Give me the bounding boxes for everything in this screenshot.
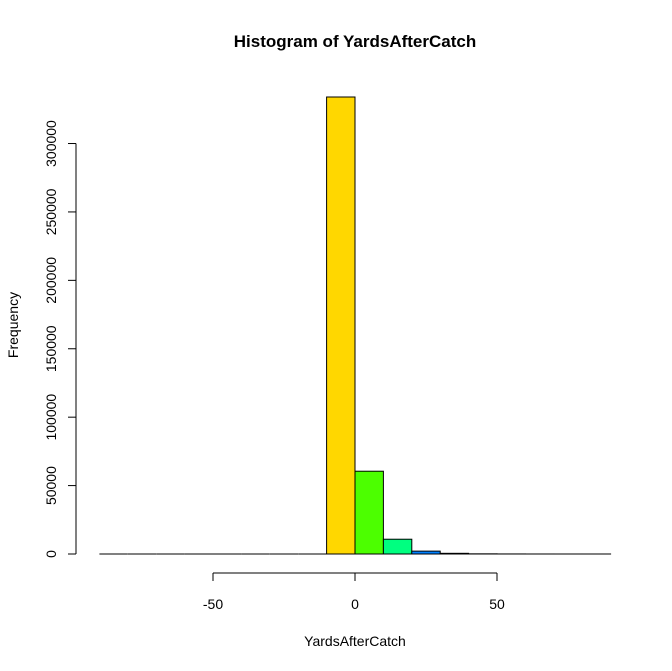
y-tick-label-3: 150000 (43, 325, 59, 372)
chart-title: Histogram of YardsAfterCatch (234, 32, 476, 51)
x-tick-label-1: 0 (351, 596, 359, 612)
y-tick-label-0: 0 (43, 550, 59, 558)
histogram-bar-12 (439, 552, 470, 555)
x-tick-label-2: 50 (489, 596, 505, 612)
histogram-bar-11 (411, 550, 441, 555)
bars-group (99, 96, 612, 555)
y-tick-label-2: 100000 (43, 394, 59, 441)
y-tick-label-4: 200000 (43, 257, 59, 304)
histogram-bar-9 (354, 470, 384, 555)
histogram-bar-8 (326, 96, 356, 555)
y-axis: 0 50000 100000 150000 200000 250000 300000 (43, 120, 77, 558)
y-tick-label-5: 250000 (43, 188, 59, 235)
x-tick-label-0: -50 (203, 596, 223, 612)
x-axis-label: YardsAfterCatch (304, 633, 406, 649)
x-axis: -50 0 50 (203, 572, 505, 612)
y-axis-label: Frequency (5, 292, 21, 358)
y-tick-label-6: 300000 (43, 120, 59, 167)
histogram-bar-10 (382, 538, 413, 555)
y-tick-label-1: 50000 (43, 466, 59, 505)
